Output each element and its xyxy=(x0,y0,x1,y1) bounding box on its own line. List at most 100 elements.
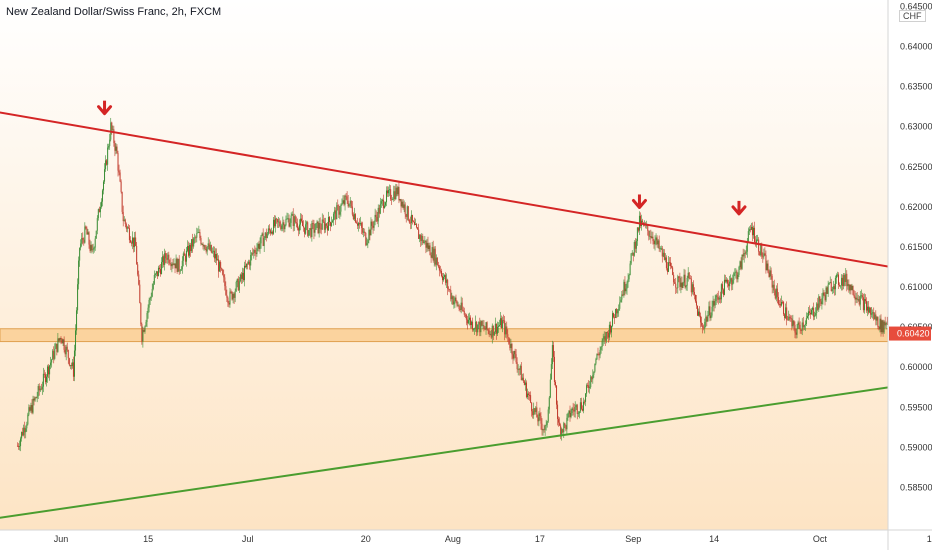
candle-body xyxy=(367,240,369,244)
candle-body xyxy=(181,260,183,270)
candle-body xyxy=(634,241,636,249)
candle-body xyxy=(757,239,759,241)
candle-body xyxy=(642,220,644,223)
candle-body xyxy=(373,221,375,228)
candle-body xyxy=(165,253,167,259)
candle-body xyxy=(466,319,468,324)
candle-body xyxy=(756,239,758,244)
candle-body xyxy=(423,241,425,244)
candle-body xyxy=(61,339,63,344)
y-tick-label: 0.63000 xyxy=(900,122,932,132)
x-tick-label: 15 xyxy=(143,534,153,544)
candle-body xyxy=(480,321,482,333)
candle-body xyxy=(327,217,329,231)
candle-body xyxy=(885,323,887,326)
candle-body xyxy=(750,226,752,230)
candle-body xyxy=(307,222,309,236)
candle-body xyxy=(780,301,782,306)
plot-background xyxy=(0,0,888,530)
candle-body xyxy=(132,237,134,244)
horizontal-zone xyxy=(0,328,932,343)
candle-body xyxy=(839,284,841,286)
time-axis[interactable] xyxy=(0,530,932,550)
candle-body xyxy=(245,265,247,268)
candle-body xyxy=(621,294,623,300)
candle-body xyxy=(34,397,36,401)
candle-body xyxy=(656,237,658,245)
candle-body xyxy=(733,273,735,281)
candle-body xyxy=(360,223,362,225)
candle-body xyxy=(50,362,52,366)
candle-body xyxy=(803,325,805,328)
candle-body xyxy=(549,379,551,398)
candle-body xyxy=(489,333,491,335)
candle-body xyxy=(72,362,74,377)
candle-body xyxy=(92,249,94,251)
candle-body xyxy=(375,214,377,217)
candle-body xyxy=(687,272,689,278)
candle-body xyxy=(259,243,261,250)
candle-body xyxy=(468,317,470,320)
candle-body xyxy=(608,324,610,338)
candle-body xyxy=(397,187,399,195)
candle-body xyxy=(309,228,311,231)
candle-body xyxy=(558,419,560,423)
candle-body xyxy=(222,269,224,275)
candle-body xyxy=(547,409,549,422)
candle-body xyxy=(471,321,473,326)
candle-body xyxy=(225,286,227,295)
candle-body xyxy=(878,326,880,330)
resistance-trendline[interactable] xyxy=(0,111,932,287)
candle-body xyxy=(814,315,816,317)
price-axis[interactable] xyxy=(888,0,932,550)
candle-body xyxy=(440,270,442,277)
candle-body xyxy=(59,338,61,341)
candle-body xyxy=(248,261,250,264)
candle-body xyxy=(174,263,176,269)
candle-body xyxy=(209,245,211,250)
candle-body xyxy=(535,407,537,413)
candle-body xyxy=(48,366,50,375)
support-trendline[interactable] xyxy=(0,367,932,519)
candle-body xyxy=(86,228,88,235)
candle-body xyxy=(726,279,728,282)
candle-body xyxy=(838,274,839,285)
candle-body xyxy=(559,422,561,426)
candle-body xyxy=(786,307,788,320)
candle-body xyxy=(379,203,381,214)
candle-body xyxy=(185,250,187,262)
candle-body xyxy=(570,412,572,418)
candle-body xyxy=(224,277,226,287)
candle-body xyxy=(306,222,308,225)
candle-body xyxy=(149,298,151,300)
candle-body xyxy=(265,232,267,238)
candle-body xyxy=(789,316,791,319)
candle-body xyxy=(226,294,228,298)
candle-body xyxy=(342,200,344,204)
candle-body xyxy=(116,146,118,154)
y-tick-label: 0.62500 xyxy=(900,162,932,172)
candle-body xyxy=(203,245,205,247)
candle-body xyxy=(877,317,879,327)
x-tick-label: Jul xyxy=(242,534,254,544)
candle-body xyxy=(292,214,294,226)
candle-body xyxy=(40,388,42,390)
currency-unit-label[interactable]: CHF xyxy=(899,10,926,22)
candle-body xyxy=(566,417,568,430)
candle-body xyxy=(870,307,872,315)
candle-body xyxy=(754,227,756,243)
candle-body xyxy=(571,408,573,413)
candle-body xyxy=(886,323,888,324)
candle-body xyxy=(315,223,317,230)
candle-body xyxy=(378,207,380,214)
candle-body xyxy=(247,263,249,265)
candle-body xyxy=(284,225,286,230)
candle-body xyxy=(142,330,144,342)
candle-body xyxy=(130,242,132,244)
candle-body xyxy=(727,279,729,284)
y-tick-label: 0.63500 xyxy=(900,82,932,92)
candle-body xyxy=(850,284,852,291)
candle-body xyxy=(296,223,298,229)
candle-body xyxy=(731,278,733,285)
